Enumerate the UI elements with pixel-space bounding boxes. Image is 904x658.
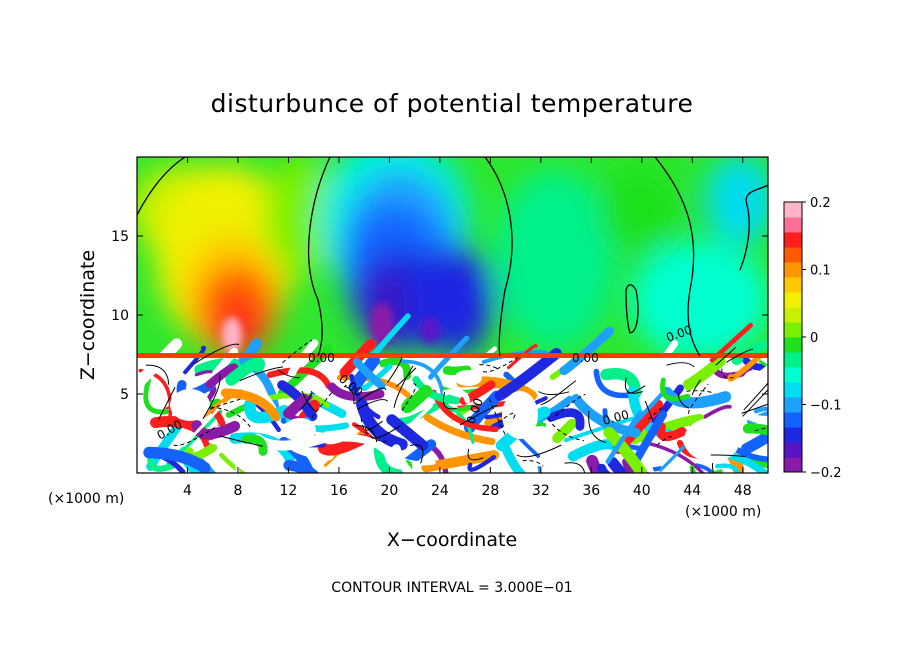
- colorbar-swatch: [784, 412, 802, 428]
- colorbar-swatch: [784, 277, 802, 293]
- x-tick-label: 24: [431, 483, 449, 499]
- x-tick-label: 32: [532, 483, 550, 499]
- x-tick-label: 44: [683, 483, 701, 499]
- colorbar-swatch: [784, 202, 802, 218]
- colorbar-swatch: [784, 397, 802, 413]
- colorbar-swatch: [784, 427, 802, 443]
- y-tick-label: 5: [120, 387, 129, 403]
- contour-label: 0.00: [308, 351, 335, 365]
- colorbar-tick-label: −0.1: [810, 399, 842, 414]
- colorbar-tick-label: −0.2: [810, 466, 842, 481]
- colorbar-swatch: [784, 322, 802, 338]
- neutral-patch: [454, 370, 482, 386]
- colorbar-swatch: [784, 352, 802, 368]
- boundary-strip: [137, 353, 768, 358]
- x-tick-label: 40: [633, 483, 651, 499]
- colorbar-swatch: [784, 217, 802, 233]
- x-axis-label: X−coordinate: [387, 529, 517, 551]
- x-tick-label: 28: [481, 483, 499, 499]
- x-tick-label: 36: [582, 483, 600, 499]
- y-tick-label: 10: [111, 308, 129, 324]
- chart-title: disturbunce of potential temperature: [211, 89, 694, 118]
- colorbar-tick-label: 0.1: [810, 264, 831, 279]
- colorbar-swatch: [784, 232, 802, 248]
- x-tick-label: 48: [734, 483, 752, 499]
- colorbar-swatch: [784, 307, 802, 323]
- colorbar-tick-label: 0: [810, 331, 818, 346]
- x-tick-label: 8: [233, 483, 242, 499]
- neutral-patch: [502, 391, 538, 439]
- colorbar-tick-label: 0.2: [810, 196, 831, 211]
- x-unit-right: (×1000 m): [685, 504, 761, 520]
- x-tick-label: 16: [330, 483, 348, 499]
- colorbar: [784, 202, 802, 473]
- colorbar-swatch: [784, 367, 802, 383]
- neutral-patch: [284, 418, 316, 442]
- colorbar-swatch: [784, 337, 802, 353]
- x-unit-left: (×1000 m): [48, 491, 124, 507]
- colorbar-swatch: [784, 292, 802, 308]
- colorbar-swatch: [784, 457, 802, 473]
- y-axis-label: Z−coordinate: [77, 250, 99, 380]
- neutral-patch: [743, 370, 767, 390]
- colorbar-swatch: [784, 247, 802, 263]
- colorbar-ticks: 0.2 0.1 0 −0.1 −0.2: [802, 196, 842, 481]
- heatmap-field: [130, 135, 807, 512]
- contour-interval-note: CONTOUR INTERVAL = 3.000E−01: [331, 580, 572, 596]
- x-tick-label: 12: [280, 483, 298, 499]
- contour-label: 0.00: [572, 351, 599, 365]
- colorbar-swatch: [784, 442, 802, 458]
- y-tick-label: 15: [111, 229, 129, 245]
- x-tick-label: 20: [380, 483, 398, 499]
- colorbar-swatch: [784, 382, 802, 398]
- colorbar-swatch: [784, 262, 802, 278]
- x-tick-label: 4: [183, 483, 192, 499]
